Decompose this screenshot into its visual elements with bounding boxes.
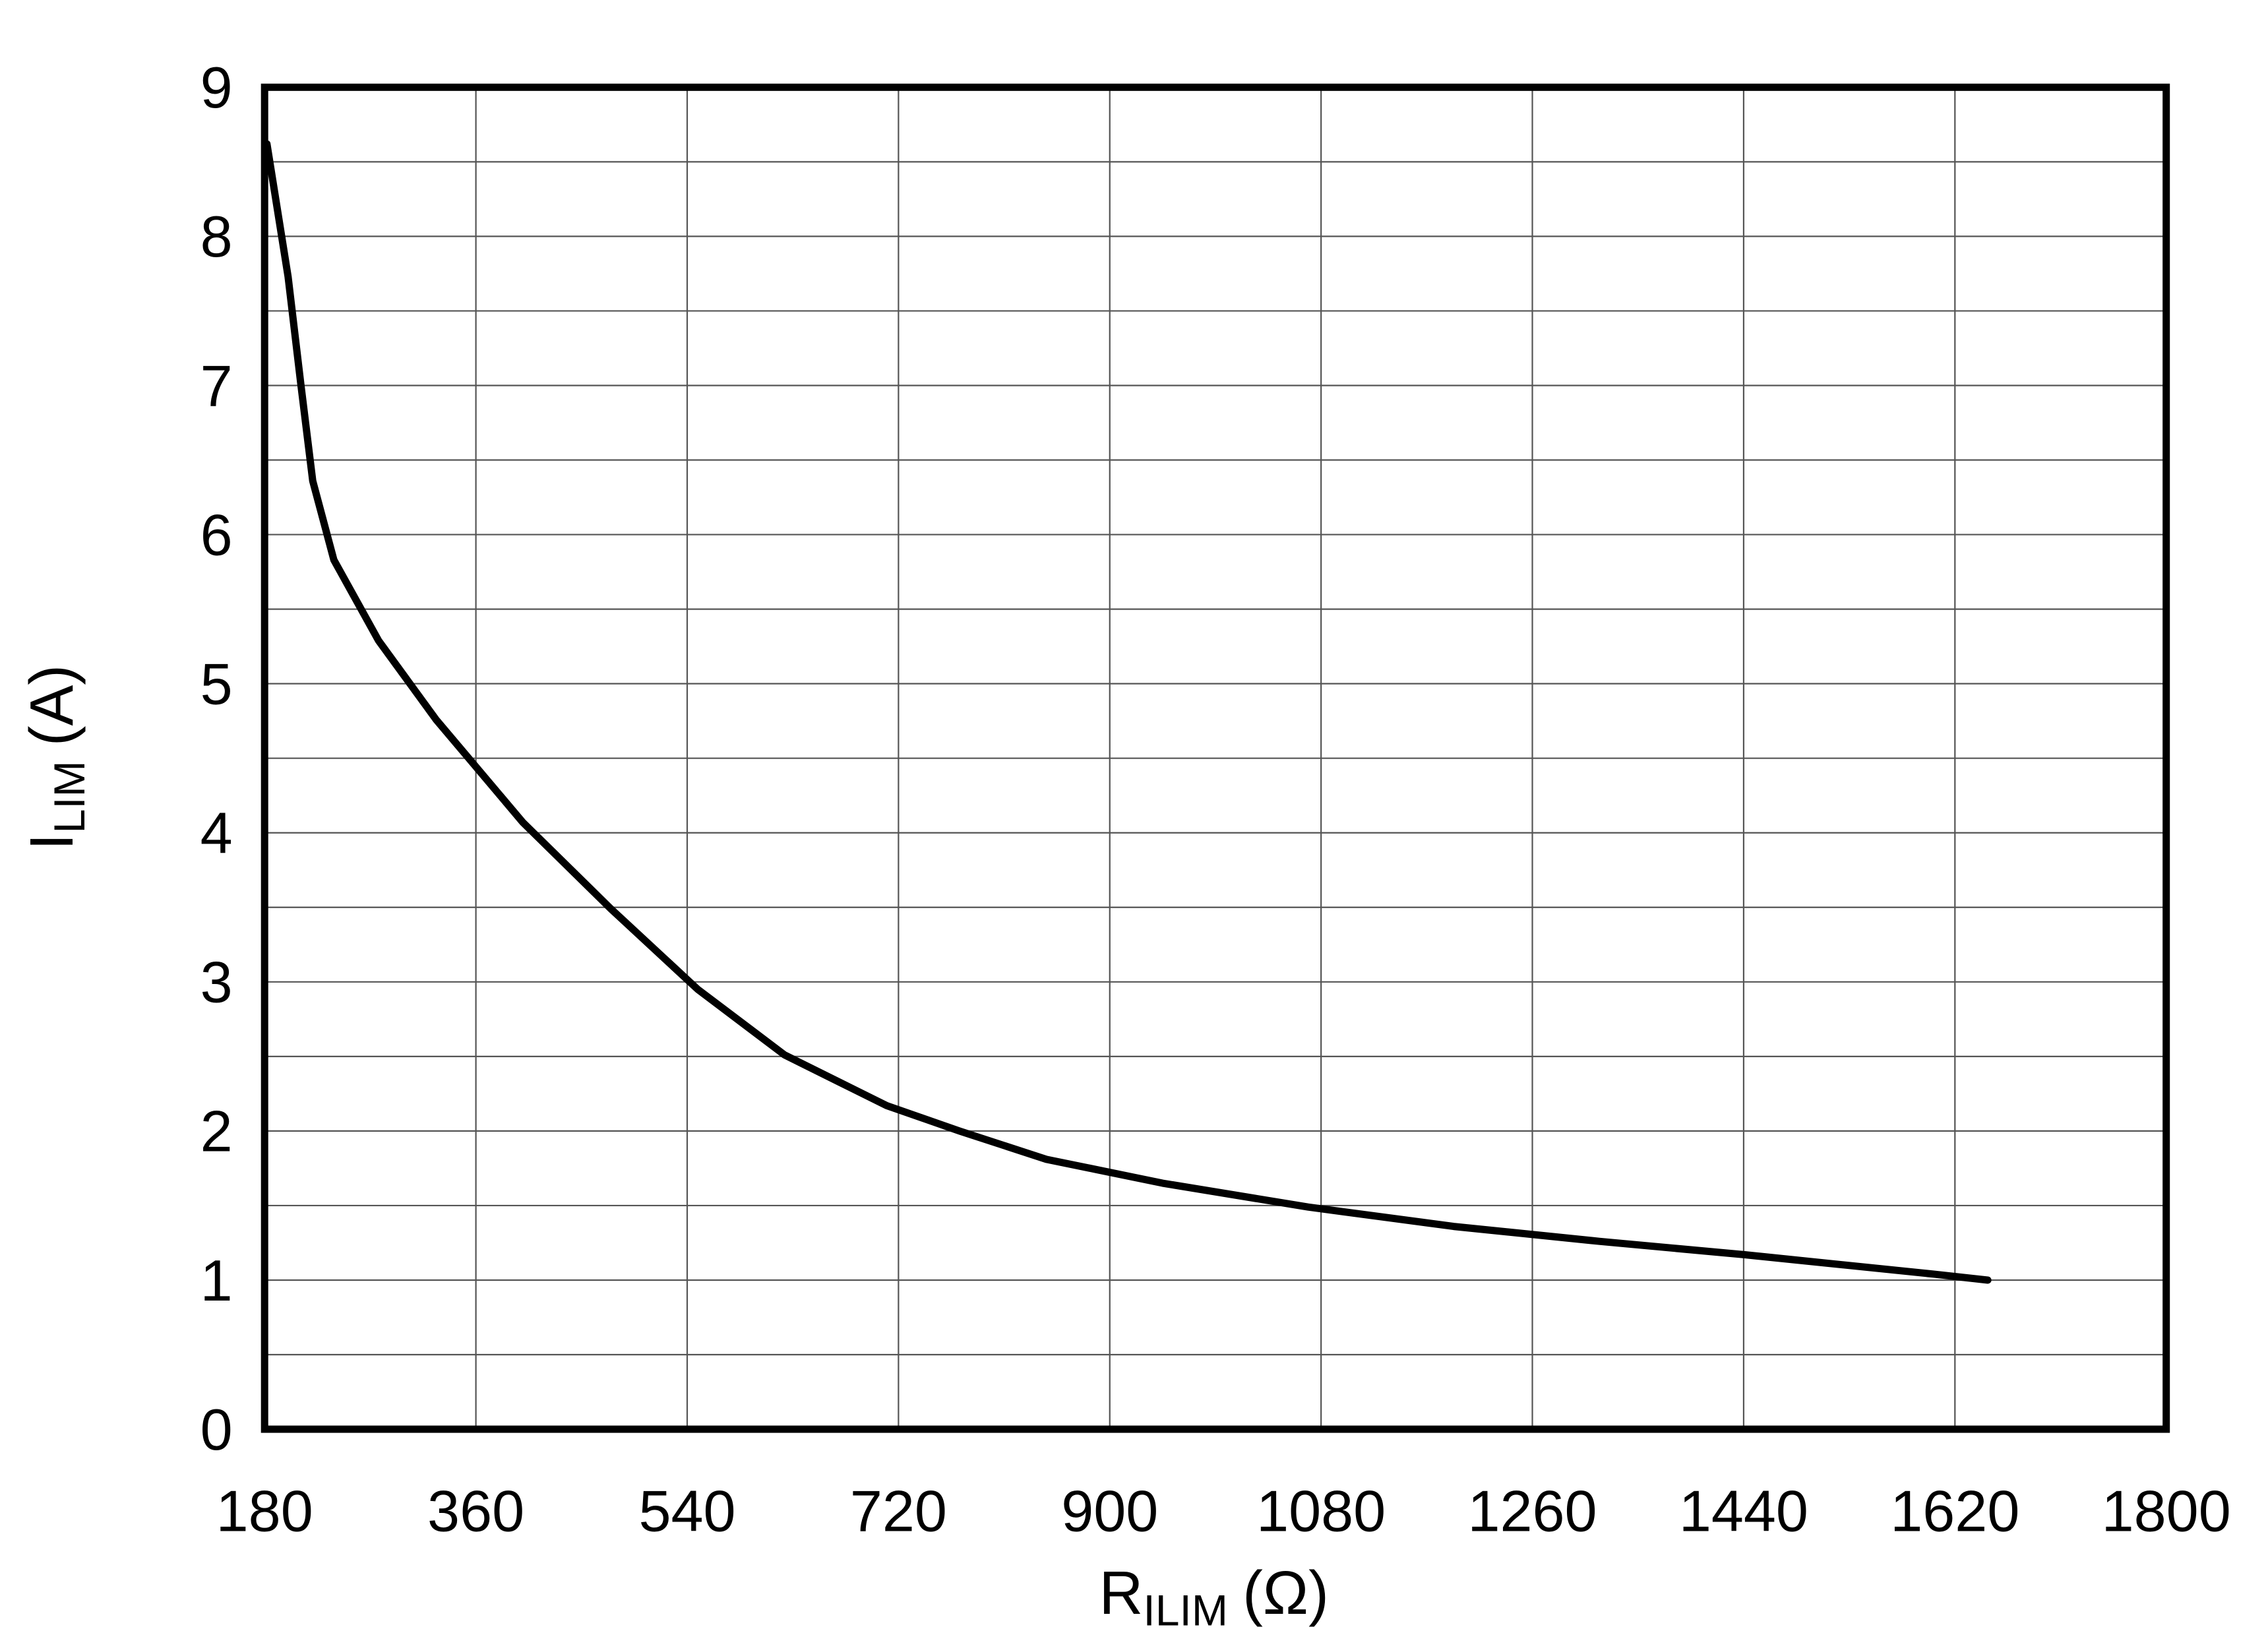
y-label-symbol: I: [17, 834, 86, 851]
y-tick-label: 8: [200, 204, 233, 269]
x-tick-label: 540: [638, 1478, 735, 1543]
y-tick-label: 7: [200, 353, 233, 418]
y-tick-label: 2: [200, 1099, 233, 1164]
x-tick-label: 1620: [1890, 1478, 2019, 1543]
y-tick-label: 1: [200, 1248, 233, 1313]
x-tick-label: 1260: [1467, 1478, 1597, 1543]
x-tick-label: 1800: [2102, 1478, 2231, 1543]
x-label-subscript: ILIM: [1143, 1587, 1228, 1629]
x-tick-label: 900: [1061, 1478, 1158, 1543]
x-label-symbol: R: [1099, 1558, 1144, 1627]
x-tick-label: 360: [427, 1478, 524, 1543]
y-tick-label: 3: [200, 950, 233, 1015]
y-tick-label: 5: [200, 652, 233, 717]
x-tick-label: 720: [850, 1478, 947, 1543]
y-tick-label: 6: [200, 502, 233, 567]
y-tick-label: 0: [200, 1397, 233, 1462]
y-label-subscript: LIM: [46, 760, 94, 833]
x-tick-label: 1440: [1679, 1478, 1808, 1543]
y-tick-label: 9: [200, 55, 233, 120]
data-line: [263, 140, 1992, 1284]
x-label-unit: (Ω): [1242, 1558, 1329, 1627]
y-label-unit: (A): [17, 665, 86, 746]
x-tick-label: 1080: [1256, 1478, 1386, 1543]
y-axis-label: ILIM (A): [17, 665, 94, 850]
y-tick-label: 4: [200, 801, 233, 866]
x-tick-label: 180: [216, 1478, 313, 1543]
plot-frame: [261, 83, 2170, 1433]
x-axis-label: RILIM (Ω): [1099, 1558, 1329, 1629]
